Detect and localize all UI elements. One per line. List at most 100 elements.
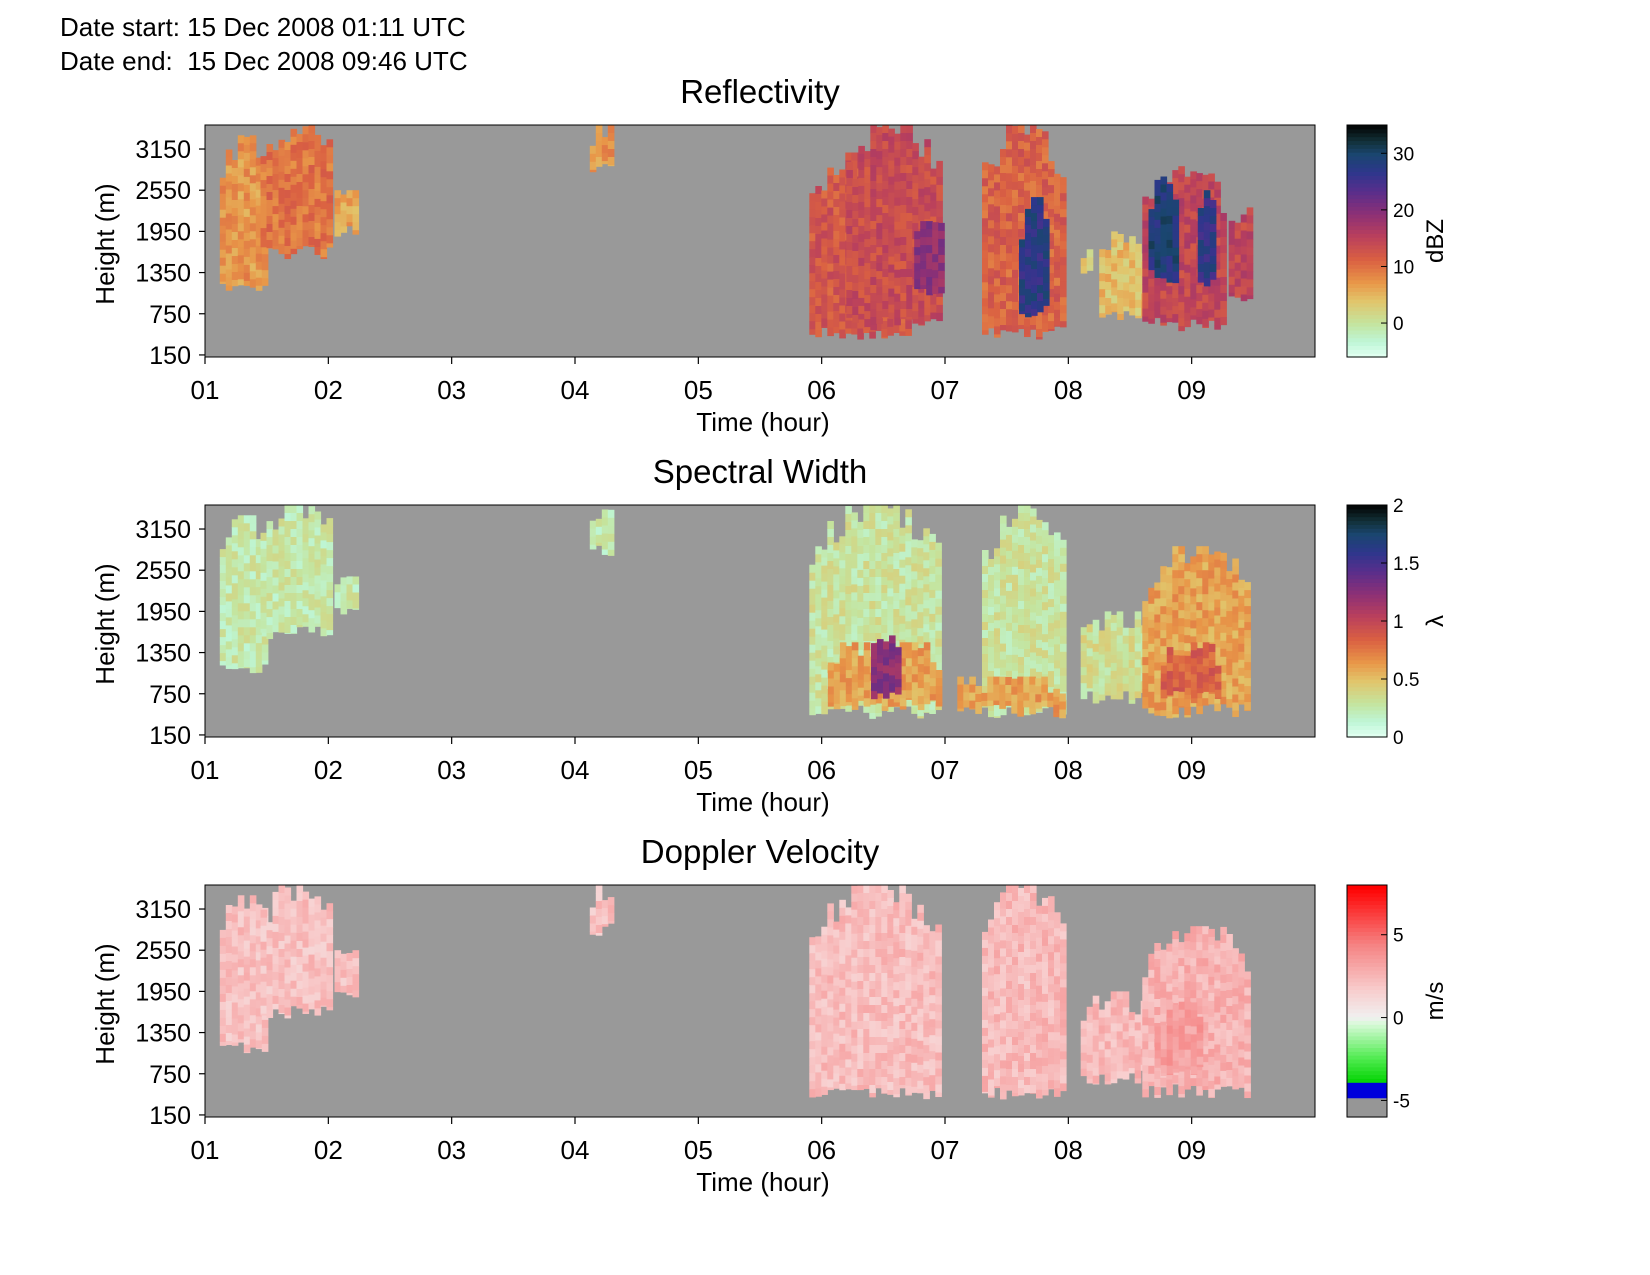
chart-title: Reflectivity [680, 73, 840, 110]
colorbar-cell [1347, 1024, 1387, 1029]
colorbar-cell [1347, 314, 1387, 319]
colorbar-cell [1347, 632, 1387, 638]
echo-region [334, 576, 360, 615]
colorbar-cell [1347, 275, 1387, 281]
date-start-value: 15 Dec 2008 01:11 UTC [187, 12, 466, 42]
colorbar-cell [1347, 970, 1387, 975]
colorbar-label: λ [1422, 615, 1449, 627]
colorbar-cell [1347, 1004, 1387, 1010]
colorbar-cell [1347, 512, 1387, 518]
colorbar-cell [1347, 1028, 1387, 1033]
echo-region [871, 635, 902, 700]
plot-border [204, 504, 1316, 738]
colorbar-label: dBZ [1422, 219, 1449, 263]
colorbar-cell [1347, 1055, 1387, 1060]
colorbar-cell [1347, 225, 1387, 230]
echo-region [260, 885, 334, 1019]
colorbar-cell [1347, 1089, 1387, 1095]
echo-region [334, 190, 360, 237]
colorbar-tick-label: 0.5 [1393, 670, 1419, 691]
colorbar-cell [1347, 505, 1387, 510]
colorbar-cell [1347, 1074, 1387, 1079]
colorbar-cell [1347, 237, 1387, 242]
colorbar-cell [1347, 563, 1387, 568]
colorbar-cell [1347, 717, 1387, 723]
colorbar-cell [1347, 690, 1387, 696]
colorbar-cell [1347, 713, 1387, 719]
colorbar-cell [1347, 1020, 1387, 1025]
y-tick-label: 2550 [135, 177, 191, 205]
x-tick-label: 06 [807, 1135, 836, 1165]
colorbar-cell [1347, 532, 1387, 537]
colorbar-cell [1347, 1031, 1387, 1037]
colorbar-cell [1347, 252, 1387, 258]
colorbar-cell [1347, 1016, 1387, 1021]
date-start-label: Date start: [60, 12, 180, 42]
plot-area [205, 885, 1315, 1117]
colorbar-cell [1347, 186, 1387, 192]
colorbar-cell [1347, 621, 1387, 626]
colorbar-cell [1347, 535, 1387, 541]
colorbar-cell [1347, 152, 1387, 157]
colorbar-cell [1347, 198, 1387, 203]
colorbar-cell [1347, 686, 1387, 692]
colorbar-cell [1347, 1097, 1387, 1103]
date-end-label: Date end: [60, 46, 173, 76]
echo-region [1099, 231, 1148, 320]
colorbar-cell [1347, 1059, 1387, 1064]
colorbar-cell [1347, 125, 1387, 130]
colorbar-cell [1347, 601, 1387, 607]
colorbar-border [1346, 884, 1388, 1118]
colorbar-cell [1347, 888, 1387, 894]
echo-region [1154, 1001, 1204, 1077]
colorbar-cell [1347, 675, 1387, 680]
colorbar-cell [1347, 221, 1387, 227]
x-tick-label: 02 [314, 1135, 343, 1165]
colorbar-cell [1347, 508, 1387, 514]
colorbar-cell [1347, 279, 1387, 285]
colorbar-tick-label: 0 [1393, 728, 1404, 749]
colorbar-cell [1347, 733, 1387, 738]
date-start: Date start: 15 Dec 2008 01:11 UTC [60, 12, 466, 42]
y-tick-label: 1350 [135, 260, 191, 288]
x-tick-label: 06 [807, 375, 836, 405]
colorbar-cell [1347, 248, 1387, 254]
colorbar-cell [1347, 326, 1387, 331]
echo-region [334, 950, 360, 998]
colorbar-cell [1347, 233, 1387, 238]
x-tick-label: 08 [1054, 1135, 1083, 1165]
y-tick-label: 2550 [135, 557, 191, 585]
date-end: Date end: 15 Dec 2008 09:46 UTC [60, 46, 468, 76]
colorbar-cell [1347, 698, 1387, 703]
colorbar-cell [1347, 590, 1387, 595]
colorbar-cell [1347, 287, 1387, 292]
x-tick-label: 03 [437, 1135, 466, 1165]
echo-region [1228, 207, 1254, 302]
colorbar-cell [1347, 1105, 1387, 1110]
colorbar-tick-label: 2 [1393, 496, 1404, 517]
x-tick-label: 04 [561, 375, 590, 405]
x-axis-label: Time (hour) [696, 407, 829, 437]
colorbar-cell [1347, 702, 1387, 707]
colorbar-cell [1347, 318, 1387, 323]
colorbar-cell [1347, 183, 1387, 188]
colorbar-cell [1347, 636, 1387, 641]
colorbar-cell [1347, 1070, 1387, 1076]
y-axis-label: Height (m) [90, 183, 120, 304]
colorbar-cell [1347, 520, 1387, 525]
y-tick-label: 150 [149, 1102, 191, 1130]
colorbar-cell [1347, 648, 1387, 653]
colorbar-cell [1347, 559, 1387, 564]
colorbar-cell [1347, 229, 1387, 234]
colorbar-cell [1347, 939, 1387, 944]
colorbar-cell [1347, 206, 1387, 211]
x-axis-label: Time (hour) [696, 787, 829, 817]
echo-region [1197, 190, 1217, 287]
y-tick-label: 3150 [135, 896, 191, 924]
x-tick-label: 01 [191, 375, 220, 405]
date-end-value: 15 Dec 2008 09:46 UTC [187, 46, 468, 76]
colorbar-cell [1347, 570, 1387, 576]
colorbar-cell [1347, 322, 1387, 327]
